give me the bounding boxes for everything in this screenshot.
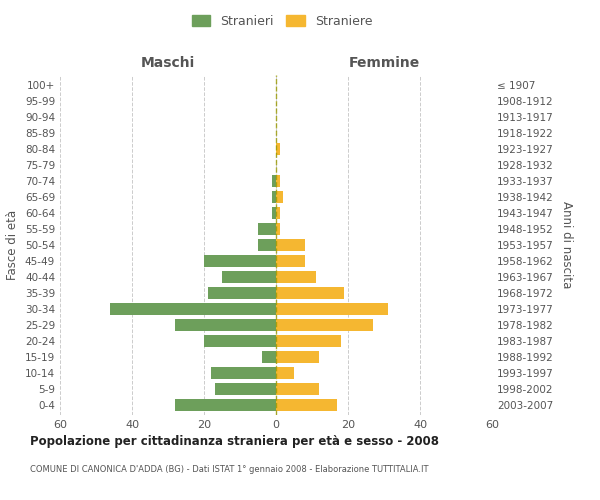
Bar	[175, 400, 276, 411]
Bar	[272, 207, 276, 219]
Bar	[208, 287, 276, 299]
Bar	[222, 271, 276, 283]
Bar	[110, 303, 276, 315]
Text: COMUNE DI CANONICA D'ADDA (BG) - Dati ISTAT 1° gennaio 2008 - Elaborazione TUTTI: COMUNE DI CANONICA D'ADDA (BG) - Dati IS…	[30, 465, 428, 474]
Bar	[276, 303, 388, 315]
Bar	[258, 223, 276, 235]
Bar	[204, 255, 276, 267]
Bar	[276, 319, 373, 331]
Bar	[204, 335, 276, 347]
Bar	[276, 239, 305, 251]
Bar	[276, 255, 305, 267]
Bar	[276, 384, 319, 396]
Bar	[276, 191, 283, 203]
Text: Femmine: Femmine	[349, 56, 419, 70]
Y-axis label: Anni di nascita: Anni di nascita	[560, 202, 573, 288]
Bar	[272, 175, 276, 187]
Bar	[276, 223, 280, 235]
Bar	[276, 351, 319, 364]
Bar	[276, 207, 280, 219]
Bar	[211, 368, 276, 380]
Bar	[258, 239, 276, 251]
Y-axis label: Fasce di età: Fasce di età	[7, 210, 19, 280]
Legend: Stranieri, Straniere: Stranieri, Straniere	[188, 11, 376, 32]
Text: Maschi: Maschi	[141, 56, 195, 70]
Bar	[215, 384, 276, 396]
Bar	[262, 351, 276, 364]
Bar	[175, 319, 276, 331]
Bar	[276, 271, 316, 283]
Bar	[276, 335, 341, 347]
Text: Popolazione per cittadinanza straniera per età e sesso - 2008: Popolazione per cittadinanza straniera p…	[30, 435, 439, 448]
Bar	[276, 143, 280, 155]
Bar	[272, 191, 276, 203]
Bar	[276, 287, 344, 299]
Bar	[276, 368, 294, 380]
Bar	[276, 400, 337, 411]
Bar	[276, 175, 280, 187]
